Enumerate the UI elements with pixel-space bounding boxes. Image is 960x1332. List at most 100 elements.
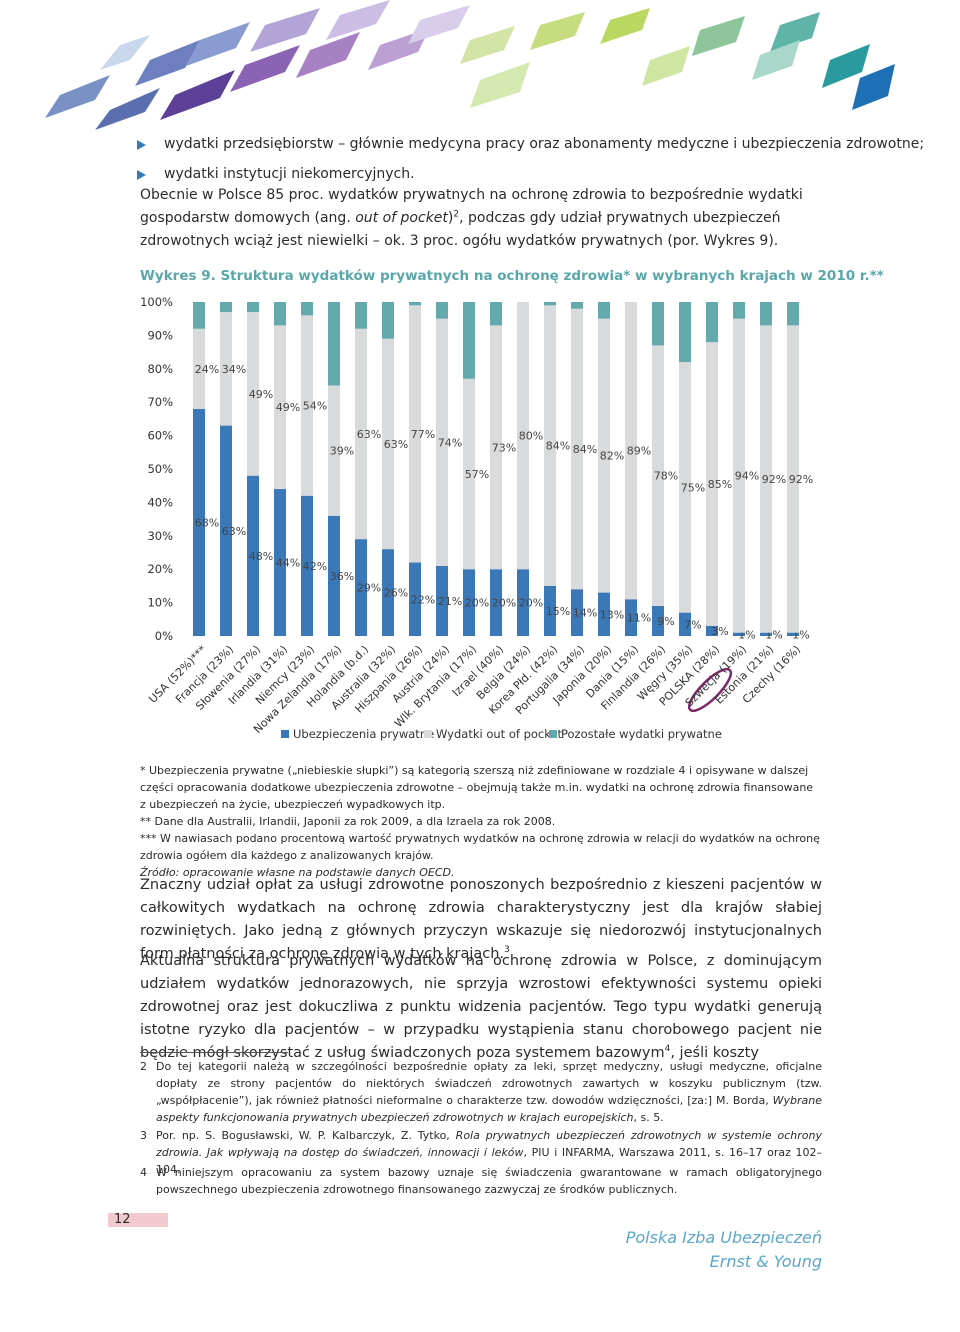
paragraph: Znaczny udział opłat za usługi zdrowotne… bbox=[140, 874, 822, 966]
value-label: 20% bbox=[519, 597, 543, 610]
bar-segment bbox=[301, 495, 313, 636]
bar-segment bbox=[409, 302, 421, 306]
footnote-rule bbox=[140, 1052, 288, 1053]
bar-segment bbox=[436, 565, 448, 636]
bar-segment bbox=[382, 338, 394, 550]
bar-segment bbox=[544, 585, 556, 636]
footnote-ref: 3 bbox=[504, 945, 510, 956]
text: Obecnie w Polsce 85 proc. wydatków prywa… bbox=[140, 187, 803, 226]
bar-segment bbox=[463, 378, 475, 570]
footnote: 2 Do tej kategorii należą w szczególności… bbox=[140, 1058, 822, 1126]
source-note: Źródło: opracowanie własne na podstawie … bbox=[140, 866, 455, 879]
header-mosaic bbox=[45, 0, 895, 130]
value-label: 63% bbox=[357, 428, 381, 441]
footnote: 3 Por. np. S. Bogusławski, W. P. Kalbarcz… bbox=[140, 1127, 822, 1178]
bar-segment bbox=[274, 302, 286, 326]
value-label: 54% bbox=[303, 400, 327, 413]
value-label: 24% bbox=[195, 363, 219, 376]
value-label: 22% bbox=[411, 593, 435, 606]
bar-segment bbox=[733, 632, 745, 636]
text: , jeśli koszty bbox=[670, 1045, 759, 1061]
bar-segment bbox=[544, 305, 556, 586]
text-italic: out of pocket bbox=[355, 210, 448, 226]
y-tick-label: 100% bbox=[140, 295, 173, 309]
bar-segment bbox=[463, 302, 475, 379]
bar-segment bbox=[490, 569, 502, 636]
value-label: 7% bbox=[684, 618, 701, 631]
bar-segment bbox=[274, 489, 286, 636]
value-label: 82% bbox=[600, 450, 624, 463]
bar-segment bbox=[355, 539, 367, 636]
chart-title: Wykres 9. Struktura wydatków prywatnych … bbox=[140, 268, 884, 284]
value-label: 20% bbox=[465, 597, 489, 610]
text: , podczas gdy udział prywatnych ubezpiec… bbox=[140, 210, 781, 249]
bar-segment bbox=[274, 325, 286, 490]
y-tick-label: 10% bbox=[147, 596, 173, 610]
bar-segment bbox=[355, 328, 367, 540]
value-label: 34% bbox=[222, 363, 246, 376]
y-tick-label: 30% bbox=[147, 529, 173, 543]
value-label: 48% bbox=[249, 550, 273, 563]
y-tick-label: 90% bbox=[147, 328, 173, 342]
bar-segment bbox=[706, 302, 718, 343]
page-number: 12 bbox=[114, 1212, 131, 1227]
y-tick-label: 70% bbox=[147, 395, 173, 409]
bar-segment bbox=[679, 612, 691, 636]
value-label: 63% bbox=[384, 438, 408, 451]
bar-segment bbox=[409, 305, 421, 563]
value-label: 14% bbox=[573, 607, 597, 620]
bar-segment bbox=[679, 362, 691, 613]
value-label: 57% bbox=[465, 468, 489, 481]
bar-segment bbox=[517, 302, 529, 570]
text: Aktualna struktura prywatnych wydatków n… bbox=[140, 953, 822, 1061]
bar-segment bbox=[490, 302, 502, 326]
value-label: 39% bbox=[330, 445, 354, 458]
bar-segment bbox=[355, 302, 367, 329]
note: *** W nawiasach podano procentową wartoś… bbox=[140, 832, 820, 862]
bar-segment bbox=[652, 302, 664, 346]
bullet-text: wydatki instytucji niekomercyjnych. bbox=[164, 166, 415, 182]
intro-paragraph: Obecnie w Polsce 85 proc. wydatków prywa… bbox=[140, 184, 822, 253]
value-label: 74% bbox=[438, 436, 462, 449]
bar-segment bbox=[247, 475, 259, 636]
bar-segment bbox=[706, 625, 718, 636]
bar-segment bbox=[760, 325, 772, 633]
bar-segment bbox=[787, 325, 799, 633]
bar-segment bbox=[571, 302, 583, 309]
bar-segment bbox=[436, 318, 448, 566]
footer-line: Ernst & Young bbox=[709, 1252, 822, 1271]
bar-segment bbox=[436, 302, 448, 319]
text: Do tej kategorii należą w szczególności … bbox=[156, 1060, 822, 1107]
value-label: 75% bbox=[681, 481, 705, 494]
footnote-number: 2 bbox=[140, 1060, 147, 1073]
value-label: 49% bbox=[249, 388, 273, 401]
legend-label: Pozostałe wydatki prywatne bbox=[561, 727, 722, 741]
bar-segment bbox=[220, 425, 232, 636]
bar-segment bbox=[598, 302, 610, 319]
footnote-number: 3 bbox=[140, 1129, 147, 1142]
text: ) bbox=[447, 210, 454, 226]
value-label: 49% bbox=[276, 401, 300, 414]
value-label: 84% bbox=[573, 443, 597, 456]
bar-segment bbox=[193, 302, 205, 329]
value-label: 92% bbox=[762, 473, 786, 486]
value-label: 9% bbox=[657, 615, 674, 628]
text: , s. 5. bbox=[633, 1111, 664, 1124]
bar-segment bbox=[652, 345, 664, 606]
value-label: 68% bbox=[195, 516, 219, 529]
page-number-box: 12 bbox=[108, 1212, 168, 1227]
footnote-ref: 2 bbox=[453, 209, 460, 220]
value-label: 21% bbox=[438, 595, 462, 608]
legend-label: Ubezpieczenia prywatne bbox=[293, 727, 434, 741]
note: ** Dane dla Australii, Irlandii, Japonii… bbox=[140, 815, 556, 828]
value-label: 94% bbox=[735, 470, 759, 483]
value-label: 42% bbox=[303, 560, 327, 573]
bullet-text: wydatki przedsiębiorstw – głównie medycy… bbox=[164, 136, 925, 152]
bar-segment bbox=[625, 302, 637, 600]
y-tick-label: 60% bbox=[147, 429, 173, 443]
value-label: 92% bbox=[789, 473, 813, 486]
text: W niniejszym opracowaniu za system bazow… bbox=[156, 1166, 822, 1196]
bar-segment bbox=[328, 515, 340, 636]
bar-segment bbox=[733, 302, 745, 319]
bar-segment bbox=[247, 302, 259, 313]
